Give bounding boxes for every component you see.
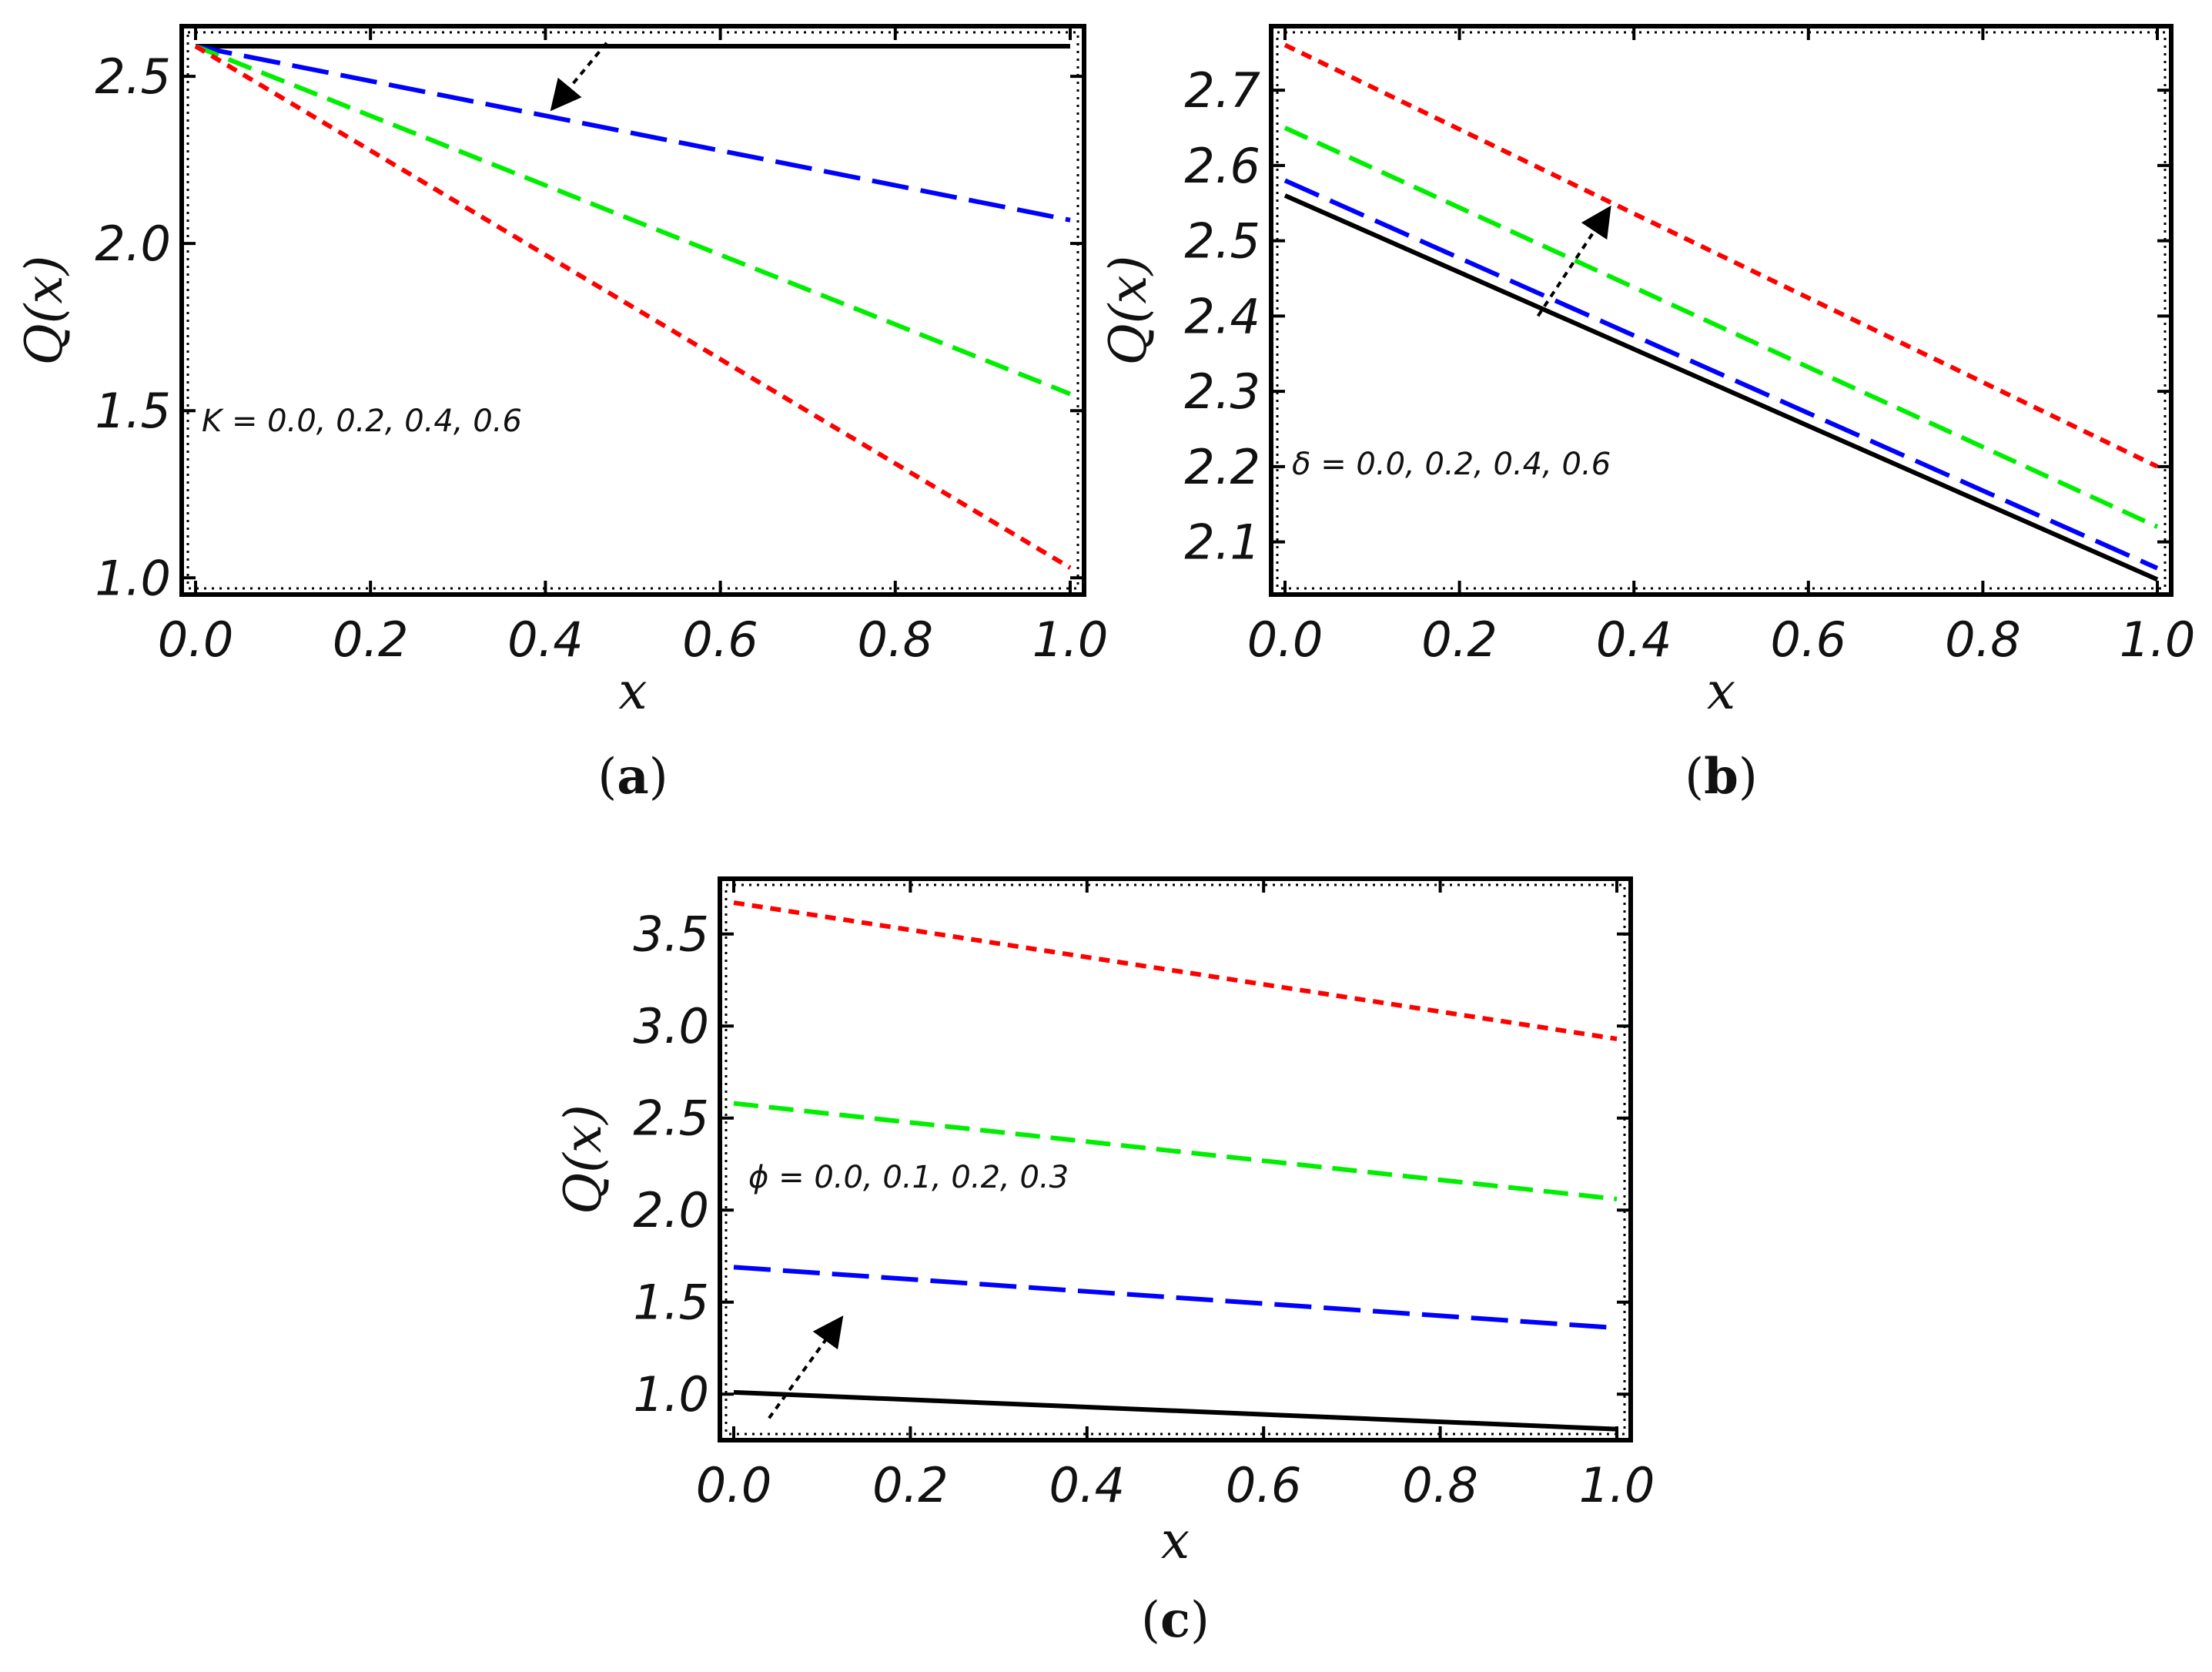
plot-frame (1269, 24, 2174, 597)
x-axis-label: x (618, 662, 647, 721)
y-tick-label: 2.7 (1184, 62, 1260, 119)
x-tick-label: 1.0 (1032, 612, 1109, 668)
x-tick-label: 0.0 (1247, 612, 1324, 668)
x-tick-label: 0.0 (158, 612, 234, 668)
series-line-2 (1283, 126, 2159, 529)
y-tick-label: 1.0 (633, 1366, 709, 1422)
x-axis-label: x (1707, 662, 1735, 721)
panels-root: 0.0 0.2 0.4 0.6 0.8 1.0 1.0 1.5 2.0 2.5 K = 0.0, 0… (15, 24, 2196, 1649)
x-tick-label: 0.2 (872, 1457, 949, 1513)
series-line-3 (1283, 42, 2159, 469)
series-line-1 (733, 1265, 1618, 1331)
x-tick-label: 0.6 (682, 612, 758, 668)
y-tick-label: 2.3 (1184, 364, 1260, 420)
x-tick-label: 0.0 (696, 1457, 772, 1513)
series-line-1 (1283, 178, 2159, 571)
y-axis-label: Q(x) (15, 256, 74, 366)
y-tick-label: 1.5 (633, 1275, 709, 1331)
x-tick-label: 0.2 (1421, 612, 1498, 668)
x-tick-label: 0.4 (1596, 612, 1672, 668)
panel-label: (b) (1685, 748, 1758, 806)
chart-panel-b: 0.0 0.2 0.4 0.6 0.8 1.0 2.1 2.2 2.3 2.4 2.5 2.6 2.7 δ… (1099, 24, 2196, 806)
x-tick-label: 0.8 (857, 612, 933, 668)
series-line-0 (1283, 193, 2159, 582)
x-tick-label: 1.0 (2120, 612, 2196, 668)
series-line-2 (194, 44, 1072, 397)
x-tick-label: 0.8 (1945, 612, 2021, 668)
parameter-annotation: δ = 0.0, 0.2, 0.4, 0.6 (1292, 447, 1611, 482)
series-line-3 (194, 44, 1072, 570)
x-tick-label: 0.4 (1049, 1457, 1125, 1513)
minor-tick-border (1276, 31, 2167, 590)
series-line-3 (733, 900, 1618, 1041)
y-tick-label: 1.5 (95, 383, 171, 439)
panel-label: (a) (597, 748, 668, 806)
x-tick-label: 0.8 (1402, 1457, 1478, 1513)
trend-arrow (768, 1315, 844, 1419)
y-tick-label: 2.0 (633, 1182, 709, 1238)
series-line-0 (733, 1389, 1618, 1432)
y-tick-label: 1.0 (95, 550, 171, 606)
y-tick-label: 2.4 (1184, 288, 1260, 344)
y-tick-label: 2.6 (1184, 138, 1260, 194)
y-tick-label: 2.1 (1184, 514, 1260, 571)
panel-label: (c) (1141, 1591, 1210, 1649)
x-tick-label: 0.6 (1226, 1457, 1302, 1513)
x-tick-label: 0.4 (507, 612, 584, 668)
plot-frame (718, 876, 1633, 1442)
y-tick-label: 2.5 (95, 49, 171, 105)
chart-panel-c: 0.0 0.2 0.4 0.6 0.8 1.0 1.0 1.5 2.0 2.5 3.0 3.5 ϕ = … (554, 876, 1655, 1649)
y-tick-label: 3.0 (633, 998, 709, 1054)
plot-frame (179, 24, 1086, 597)
chart-panel-a: 0.0 0.2 0.4 0.6 0.8 1.0 1.0 1.5 2.0 2.5 K = 0.0, 0… (15, 24, 1109, 806)
x-tick-label: 0.2 (333, 612, 409, 668)
y-tick-label: 3.5 (633, 906, 709, 963)
y-tick-label: 2.0 (95, 216, 171, 272)
trend-arrow (550, 42, 608, 112)
y-tick-label: 2.5 (633, 1091, 709, 1147)
x-tick-label: 0.6 (1770, 612, 1846, 668)
y-tick-label: 2.2 (1184, 439, 1260, 495)
y-axis-label: Q(x) (554, 1104, 613, 1215)
parameter-annotation: ϕ = 0.0, 0.1, 0.2, 0.3 (748, 1160, 1069, 1195)
x-axis-label: x (1161, 1511, 1190, 1570)
x-tick-label: 1.0 (1579, 1457, 1655, 1513)
y-axis-label: Q(x) (1099, 256, 1158, 366)
y-tick-label: 2.5 (1184, 213, 1260, 270)
trend-arrow (1536, 205, 1611, 317)
parameter-annotation: K = 0.0, 0.2, 0.4, 0.6 (202, 404, 522, 439)
series-line-2 (733, 1101, 1618, 1201)
series-line-1 (195, 44, 1071, 223)
minor-tick-border (186, 31, 1079, 590)
